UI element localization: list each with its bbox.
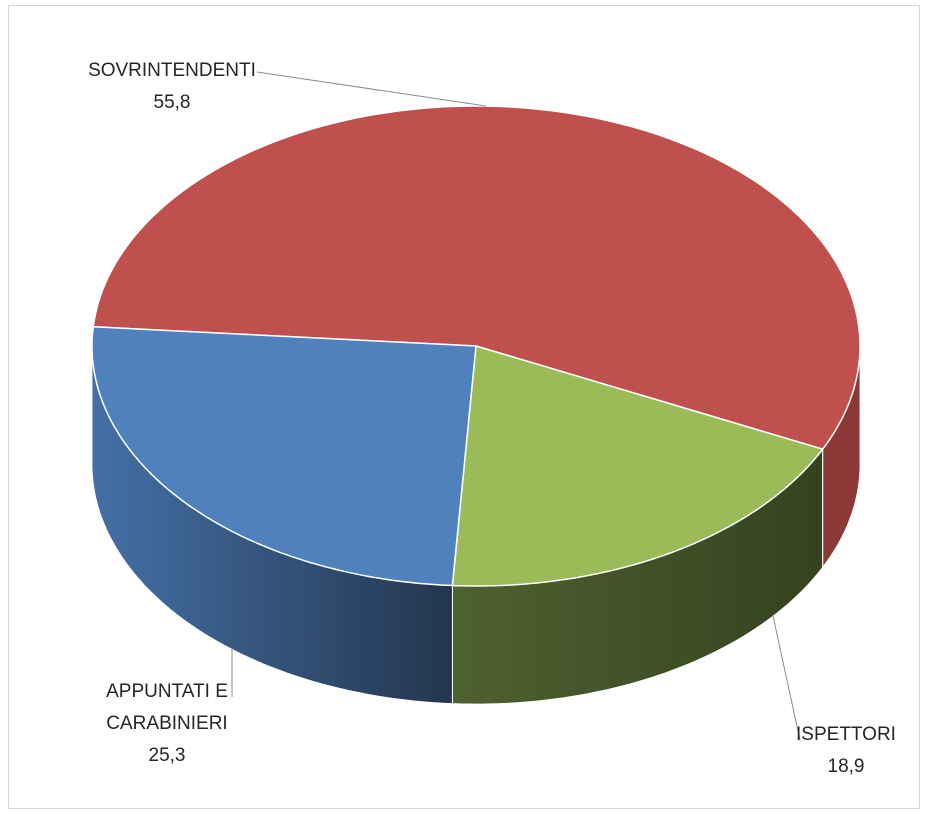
data-label-appuntati-e-carabinieri: APPUNTATI E CARABINIERI 25,3 <box>106 681 228 766</box>
leader-line <box>256 71 487 107</box>
data-label-sovrintendenti: SOVRINTENDENTI 55,8 <box>88 60 256 113</box>
pie-slice-ispettori[interactable] <box>451 345 824 587</box>
pie-slice-sovrintendenti[interactable] <box>92 105 861 450</box>
data-label-ispettori: ISPETTORI 18,9 <box>796 724 896 777</box>
leader-line <box>772 615 801 741</box>
pie-slice-appuntati-e-carabinieri[interactable] <box>91 326 477 587</box>
